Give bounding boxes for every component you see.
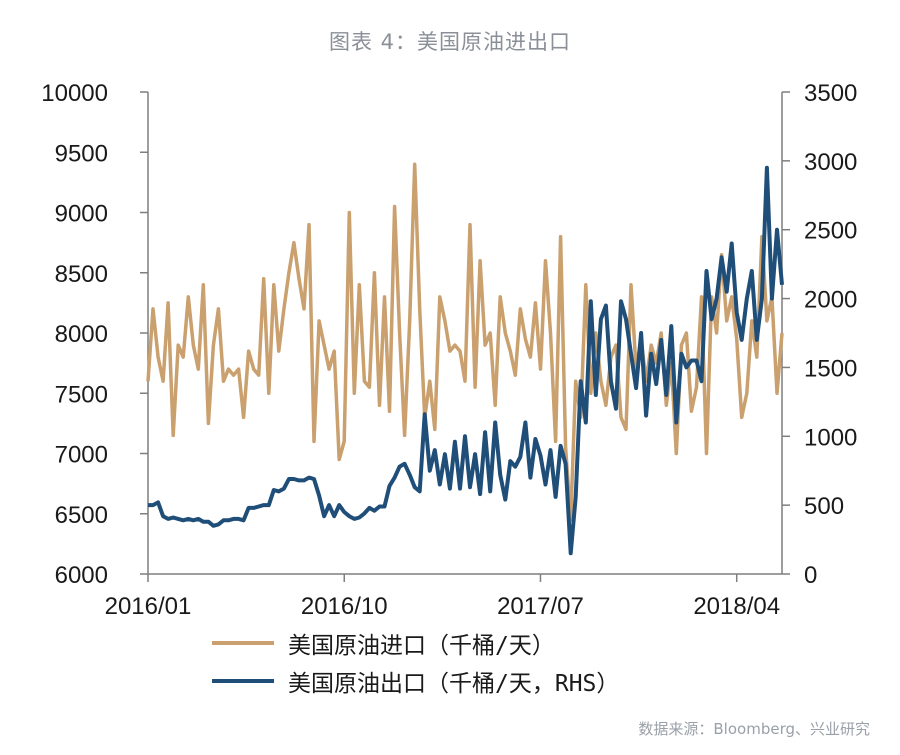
left-axis-tick-label: 8000 [55, 321, 108, 348]
right-axis-tick-label: 1500 [804, 355, 857, 382]
legend-label-exports: 美国原油出口（千桶/天，RHS） [288, 671, 620, 697]
legend-item-exports: 美国原油出口（千桶/天，RHS） [212, 664, 619, 698]
left-axis-tick-label: 7500 [55, 381, 108, 408]
left-axis-tick-label: 7000 [55, 442, 108, 469]
source-note: 数据来源：Bloomberg、兴业研究 [638, 720, 870, 738]
x-axis-tick-label: 2016/10 [301, 593, 388, 620]
legend-label-imports: 美国原油进口（千桶/天） [288, 633, 555, 659]
left-axis-tick-label: 8500 [55, 261, 108, 288]
legend-swatch-exports [212, 679, 274, 683]
left-axis-ticks: 6000 6500 7000 7500 8000 8500 9000 9500 10000 [41, 80, 148, 589]
legend-item-imports: 美国原油进口（千桶/天） [212, 626, 555, 660]
chart-title: 图表 4：美国原油进出口 [328, 30, 572, 54]
x-axis-tick-label: 2018/04 [693, 593, 780, 620]
right-axis-tick-label: 2000 [804, 287, 857, 314]
x-axis-tick-label: 2016/01 [105, 593, 192, 620]
left-axis-tick-label: 6500 [55, 502, 108, 529]
right-axis-tick-label: 1000 [804, 424, 857, 451]
exports-series-line [148, 165, 784, 556]
x-axis-ticks: 2016/01 2016/10 2017/07 2018/04 [105, 574, 780, 620]
right-axis-tick-label: 3000 [804, 149, 857, 176]
x-axis-tick-label: 2017/07 [497, 593, 584, 620]
left-axis-tick-label: 6000 [55, 562, 108, 589]
right-axis-tick-label: 2500 [804, 218, 857, 245]
left-axis-tick-label: 9000 [55, 201, 108, 228]
right-axis-tick-label: 500 [804, 493, 844, 520]
left-axis-tick-label: 10000 [41, 80, 108, 107]
imports-series-line [146, 162, 784, 522]
legend-swatch-imports [212, 641, 274, 645]
right-axis-tick-label: 0 [804, 562, 817, 589]
left-axis-tick-label: 9500 [55, 140, 108, 167]
right-axis-tick-label: 3500 [804, 80, 857, 107]
right-axis-ticks: 0 500 1000 1500 2000 2500 3000 3500 [782, 80, 857, 589]
